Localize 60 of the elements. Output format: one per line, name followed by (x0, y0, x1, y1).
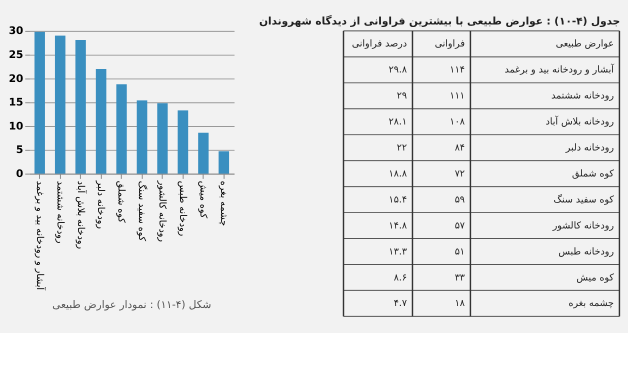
text: رودخانه ششتمد (551, 90, 614, 102)
y-tick-label: 15 (8, 96, 24, 109)
text: آبشار و رودخانه بید و برغمد (504, 64, 614, 76)
text: ۲۸.۱ (388, 116, 407, 128)
bar (136, 100, 148, 174)
text: ۱۰۸ (450, 116, 465, 128)
text: ۱۱۱ (450, 90, 465, 102)
text: جدول (۴-۱۰) : عوارض طبیعی با بیشترین فراوانی از دیدگاه شهروندان (259, 14, 620, 28)
text: فراوانی (434, 38, 465, 50)
text: ۱۴.۸ (388, 220, 407, 232)
text: ۱۵.۴ (388, 194, 407, 206)
y-tick-label: 0 (16, 168, 24, 180)
text: ۱۸ (454, 298, 465, 310)
bar (116, 84, 127, 174)
text: رودخانه طبس (558, 246, 614, 258)
bar (34, 32, 45, 174)
text: کوه شملق (572, 168, 614, 180)
x-tick-label: آبشار و رودخانه بید و برغمد (34, 180, 46, 290)
text: شکل (۴-۱۱) : نمودار عوارض طبیعی (52, 298, 212, 311)
text: ۱۸.۸ (388, 168, 407, 180)
x-tick-label: رودخانه ششتمد (54, 180, 66, 244)
text: ۷۲ (454, 168, 465, 180)
text: ۸.۶ (394, 272, 407, 284)
x-tick-label: کوه شملق (116, 180, 127, 224)
text: ۲۹ (396, 90, 407, 102)
text: رودخانه بلاش آباد (546, 116, 614, 128)
x-tick-label: کوه میش (198, 180, 209, 219)
text: ۲۹.۸ (388, 64, 407, 76)
bar (54, 36, 66, 174)
text: چشمه بغره (568, 298, 614, 310)
text: درصد فراوانی (352, 38, 407, 50)
text: ۲۲ (396, 142, 407, 154)
bar (198, 132, 209, 174)
bar (75, 40, 86, 174)
text: ۱۱۴ (450, 64, 465, 76)
text: رودخانه دلبر (564, 142, 614, 154)
text: کوه میش (576, 272, 614, 284)
y-tick-label: 30 (8, 25, 24, 38)
x-tick-label: رودخانه بلاش آباد (74, 180, 87, 250)
y-tick-label: 25 (8, 49, 24, 62)
y-tick-label: 10 (8, 120, 24, 132)
x-tick-label: چشمه بغره (218, 180, 229, 226)
text: عوارض طبیعی (556, 38, 614, 50)
x-tick-label: رودخانه کالشور (156, 180, 168, 242)
text: ۵۹ (454, 194, 465, 206)
x-tick-label: کوه سفید سنگ (136, 180, 148, 242)
bar (218, 151, 230, 174)
text: ۵۱ (454, 246, 465, 258)
x-tick-label: رودخانه طبس (177, 180, 188, 237)
x-tick-label: رودخانه دلبر (95, 180, 106, 230)
y-tick-label: 5 (16, 144, 24, 156)
y-tick-label: 20 (8, 72, 24, 85)
text: ۳۳ (454, 272, 465, 284)
bar (157, 103, 168, 174)
text: ۵۷ (454, 220, 465, 232)
text: ۴.۷ (394, 298, 407, 310)
text: ۱۳.۳ (388, 246, 407, 258)
bar (96, 68, 106, 174)
text: ۸۴ (454, 142, 465, 154)
bar (178, 110, 188, 174)
